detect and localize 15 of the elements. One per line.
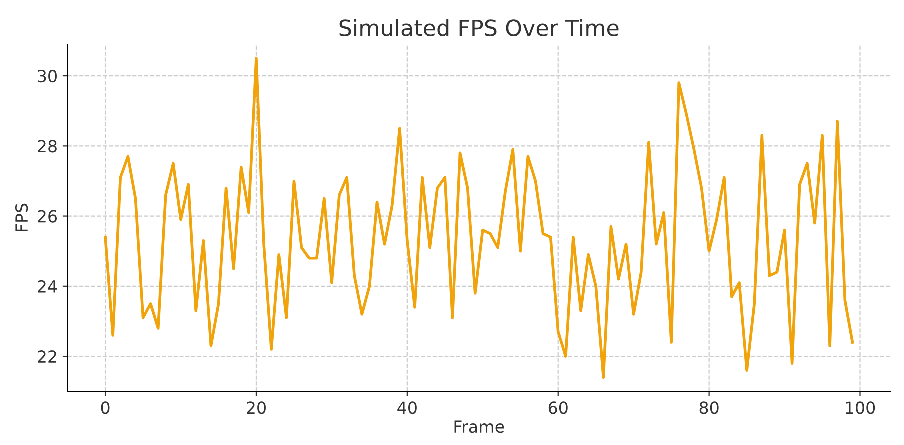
y-tick-label: 26 — [38, 210, 58, 223]
x-tick-label: 20 — [247, 402, 266, 414]
x-tick-label: 80 — [700, 402, 719, 414]
x-tick-label: 40 — [398, 402, 417, 414]
x-axis-title: Frame — [454, 420, 504, 434]
x-tick-label: 0 — [101, 402, 110, 414]
line-series — [104, 57, 854, 379]
y-axis-title: FPS — [15, 204, 28, 232]
y-tick-label: 30 — [38, 70, 57, 83]
y-tick-label: 22 — [38, 350, 56, 363]
x-tick-label: 100 — [846, 402, 876, 414]
y-tick-label: 28 — [38, 140, 57, 153]
y-tick-label: 24 — [38, 280, 58, 293]
chart-title: Simulated FPS Over Time — [340, 19, 619, 36]
x-tick-label: 60 — [548, 402, 568, 414]
